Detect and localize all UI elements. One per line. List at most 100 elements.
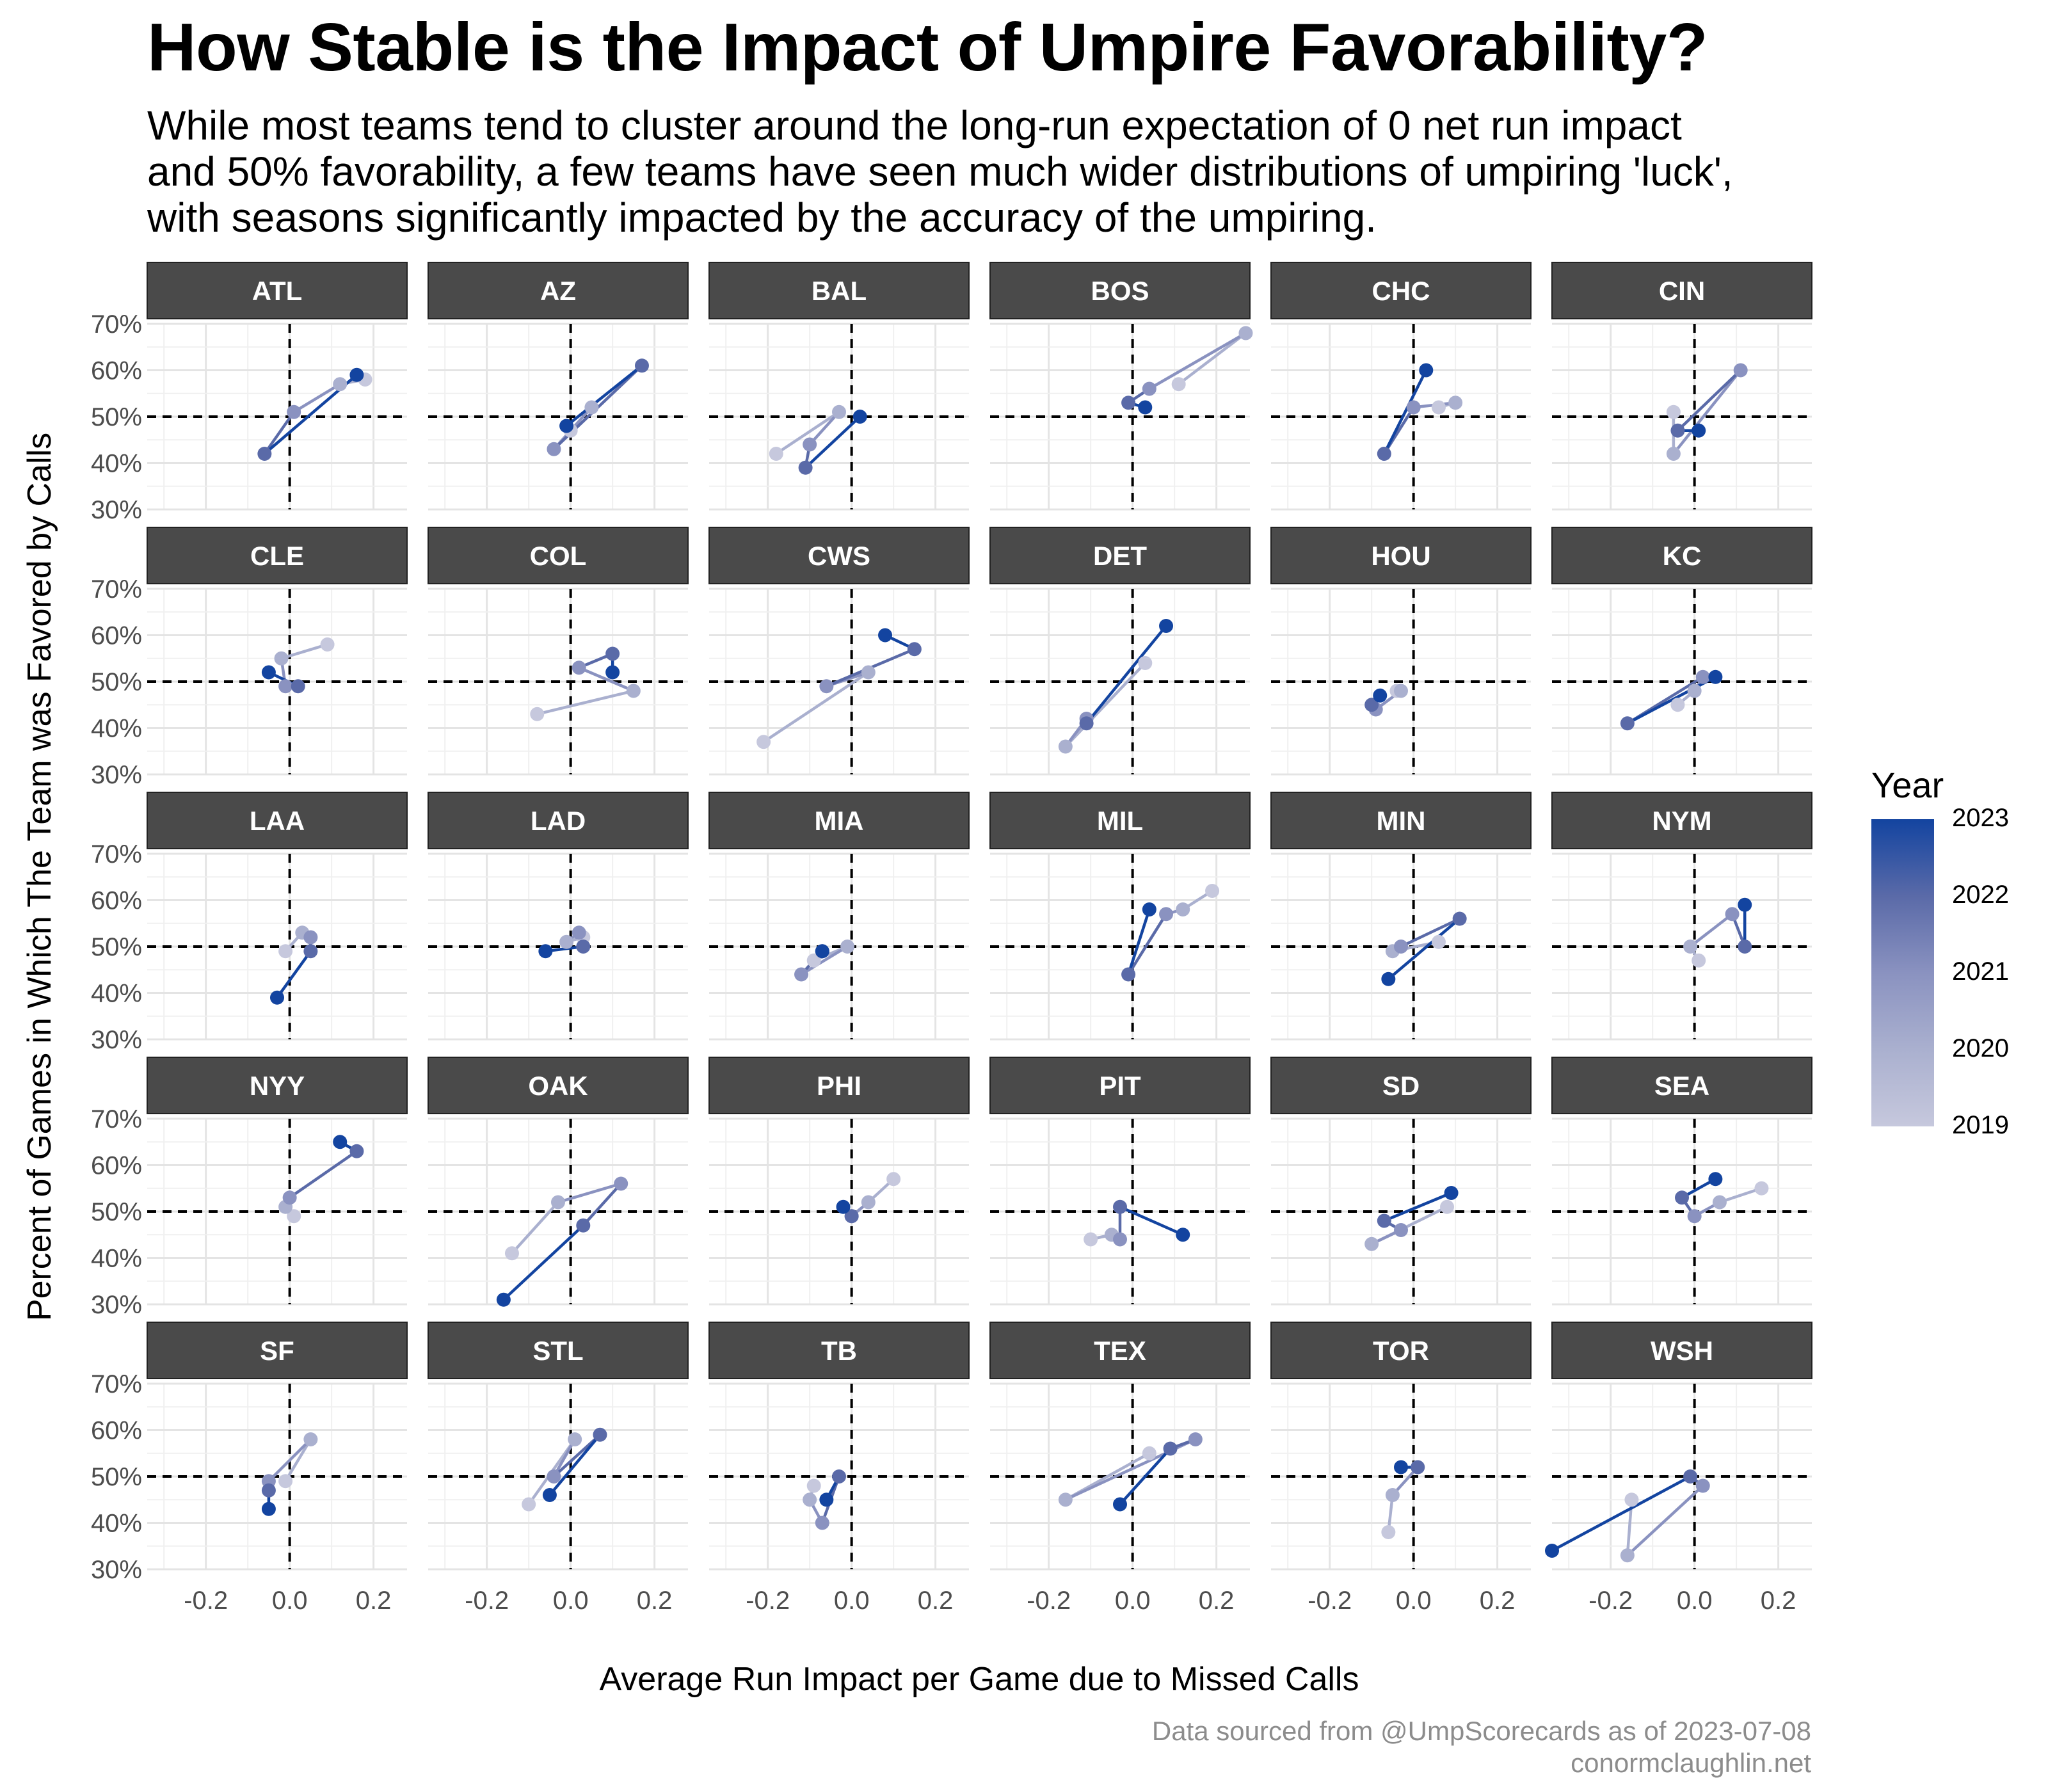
data-point xyxy=(1452,911,1467,926)
y-tick-label: 30% xyxy=(91,1556,142,1584)
data-point xyxy=(1138,656,1153,670)
data-point xyxy=(530,707,545,721)
facet-strip-label: MIN xyxy=(1377,806,1426,836)
series-segment xyxy=(1689,913,1733,948)
series-segment xyxy=(552,1434,601,1478)
data-point xyxy=(1176,902,1190,916)
facet-strip xyxy=(989,1322,1251,1379)
legend-label: 2022 xyxy=(1952,881,2009,909)
x-axis-label: Average Run Impact per Game due to Misse… xyxy=(599,1661,1359,1698)
facet-strip-label: CLE xyxy=(250,541,304,571)
series-segment xyxy=(1148,332,1247,390)
y-tick-label: 40% xyxy=(91,450,142,478)
facet-strip xyxy=(1270,262,1532,319)
series-segment xyxy=(276,950,312,999)
data-point xyxy=(1058,739,1073,754)
x-tick-label: 0.2 xyxy=(1199,1587,1235,1615)
facet-panel-mia: MIA xyxy=(708,792,970,1041)
data-point xyxy=(1364,698,1379,712)
series-segment xyxy=(263,411,296,455)
data-point xyxy=(559,419,574,433)
data-point xyxy=(1113,1199,1127,1214)
x-tick-label: -0.2 xyxy=(1027,1587,1071,1615)
legend-colorbar xyxy=(1871,819,1934,1126)
x-tick-label: 0.2 xyxy=(1480,1587,1516,1615)
facet-strip-label: CIN xyxy=(1659,276,1705,306)
data-point xyxy=(1444,1186,1459,1200)
facet-strip-label: LAD xyxy=(531,806,586,836)
data-point xyxy=(1394,1460,1408,1475)
facet-strip xyxy=(1551,792,1812,849)
chart-subtitle: While most teams tend to cluster around … xyxy=(147,102,1875,241)
data-point xyxy=(605,646,620,661)
data-point xyxy=(1364,1236,1379,1251)
series-segment xyxy=(1127,913,1167,975)
data-point xyxy=(1113,1232,1127,1247)
data-point xyxy=(852,410,867,424)
facet-strip xyxy=(428,1322,689,1379)
data-point xyxy=(1159,907,1174,922)
series-segment xyxy=(1383,1191,1452,1222)
data-point xyxy=(1159,619,1174,633)
data-point xyxy=(836,1199,851,1214)
data-point xyxy=(303,944,318,959)
series-segment xyxy=(1719,1187,1763,1204)
data-point xyxy=(806,953,821,968)
facet-strip xyxy=(708,1322,970,1379)
facet-panel-tb: TB -0.2 0.0 0.2 xyxy=(708,1322,970,1615)
data-point xyxy=(1695,1478,1710,1493)
facet-panel-bos: BOS xyxy=(989,262,1253,511)
series-segment xyxy=(1178,332,1247,386)
facet-strip-label: LAA xyxy=(250,806,305,836)
series-segment xyxy=(502,1224,584,1301)
data-point xyxy=(1394,684,1408,698)
data-point xyxy=(593,1427,607,1442)
facet-strip xyxy=(147,527,408,584)
facet-strip xyxy=(1270,1057,1532,1114)
data-point xyxy=(576,940,591,954)
facet-strip xyxy=(1551,527,1812,584)
facet-strip-label: COL xyxy=(530,541,587,571)
facet-panel-kc: KC xyxy=(1551,527,1812,776)
data-point xyxy=(287,1209,301,1224)
facet-panel-chc: CHC xyxy=(1270,262,1532,511)
data-point xyxy=(576,1218,591,1233)
y-tick-label: 60% xyxy=(91,1152,142,1180)
facet-strip xyxy=(428,1057,689,1114)
data-point xyxy=(278,1474,293,1489)
facet-panel-phi: PHI xyxy=(708,1057,970,1306)
facet-panel-cin: CIN xyxy=(1551,262,1812,511)
x-tick-label: -0.2 xyxy=(184,1587,228,1615)
data-point xyxy=(584,400,599,415)
y-tick-label: 60% xyxy=(91,887,142,915)
y-tick-label: 30% xyxy=(91,1026,142,1054)
data-point xyxy=(291,679,305,694)
data-point xyxy=(303,1432,318,1446)
facet-strip-label: CWS xyxy=(808,541,870,571)
facet-strip xyxy=(428,792,689,849)
series-segment xyxy=(548,1434,602,1496)
data-point xyxy=(1377,1213,1391,1228)
facet-panel-mil: MIL xyxy=(989,792,1251,1041)
data-point xyxy=(287,404,301,419)
data-point xyxy=(769,447,783,461)
data-point xyxy=(1687,684,1702,698)
facet-strip xyxy=(147,262,408,319)
series-segment xyxy=(1676,369,1742,432)
facet-strip-label: AZ xyxy=(540,276,576,306)
data-point xyxy=(861,665,876,680)
facet-strip xyxy=(708,262,970,319)
data-point xyxy=(1058,1492,1073,1507)
x-tick-label: -0.2 xyxy=(1588,1587,1633,1615)
series-segment xyxy=(578,666,634,692)
facet-panel-sd: SD xyxy=(1270,1057,1532,1306)
facet-panel-wsh: WSH -0.2 0.0 0.2 xyxy=(1545,1322,1812,1615)
y-tick-label: 30% xyxy=(91,496,142,524)
data-point xyxy=(1624,1492,1639,1507)
data-point xyxy=(522,1497,536,1512)
x-tick-label: 0.0 xyxy=(1396,1587,1432,1615)
x-tick-label: 0.0 xyxy=(1677,1587,1713,1615)
y-tick-label: 70% xyxy=(91,1105,142,1133)
facet-strip-label: TEX xyxy=(1094,1336,1146,1366)
data-point xyxy=(1188,1432,1203,1446)
